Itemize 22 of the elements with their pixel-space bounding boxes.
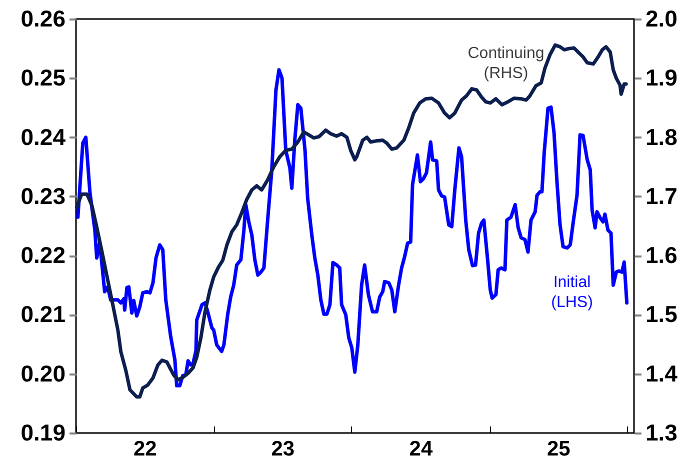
- y2-tick-label: 2.0: [646, 6, 678, 32]
- series-label: Initial (LHS): [551, 274, 593, 311]
- y-tick-label: 0.26: [20, 6, 66, 32]
- y-tick-label: 0.23: [20, 182, 66, 209]
- y-tick-label: 0.19: [20, 420, 66, 446]
- y2-tick-label: 1.3: [646, 420, 678, 446]
- y2-tick-label: 1.4: [646, 360, 678, 386]
- y2-tick-label: 1.8: [646, 124, 678, 150]
- y-tick-label: 0.24: [20, 124, 66, 150]
- y2-tick-label: 1.7: [646, 182, 678, 209]
- y-tick-label: 0.21: [20, 301, 66, 328]
- x-tick-label: 22: [133, 438, 157, 460]
- y2-tick-label: 1.9: [646, 64, 678, 91]
- x-tick-label: 23: [271, 438, 295, 460]
- y2-tick-label: 1.5: [646, 301, 678, 328]
- x-tick-label: 24: [409, 438, 433, 460]
- y-tick-label: 0.22: [20, 242, 66, 268]
- y-tick-label: 0.25: [20, 64, 66, 91]
- x-tick-label: 25: [546, 438, 571, 460]
- y2-tick-label: 1.6: [646, 242, 678, 268]
- y-tick-label: 0.20: [20, 360, 66, 386]
- series-label: Continuing (RHS): [468, 45, 544, 82]
